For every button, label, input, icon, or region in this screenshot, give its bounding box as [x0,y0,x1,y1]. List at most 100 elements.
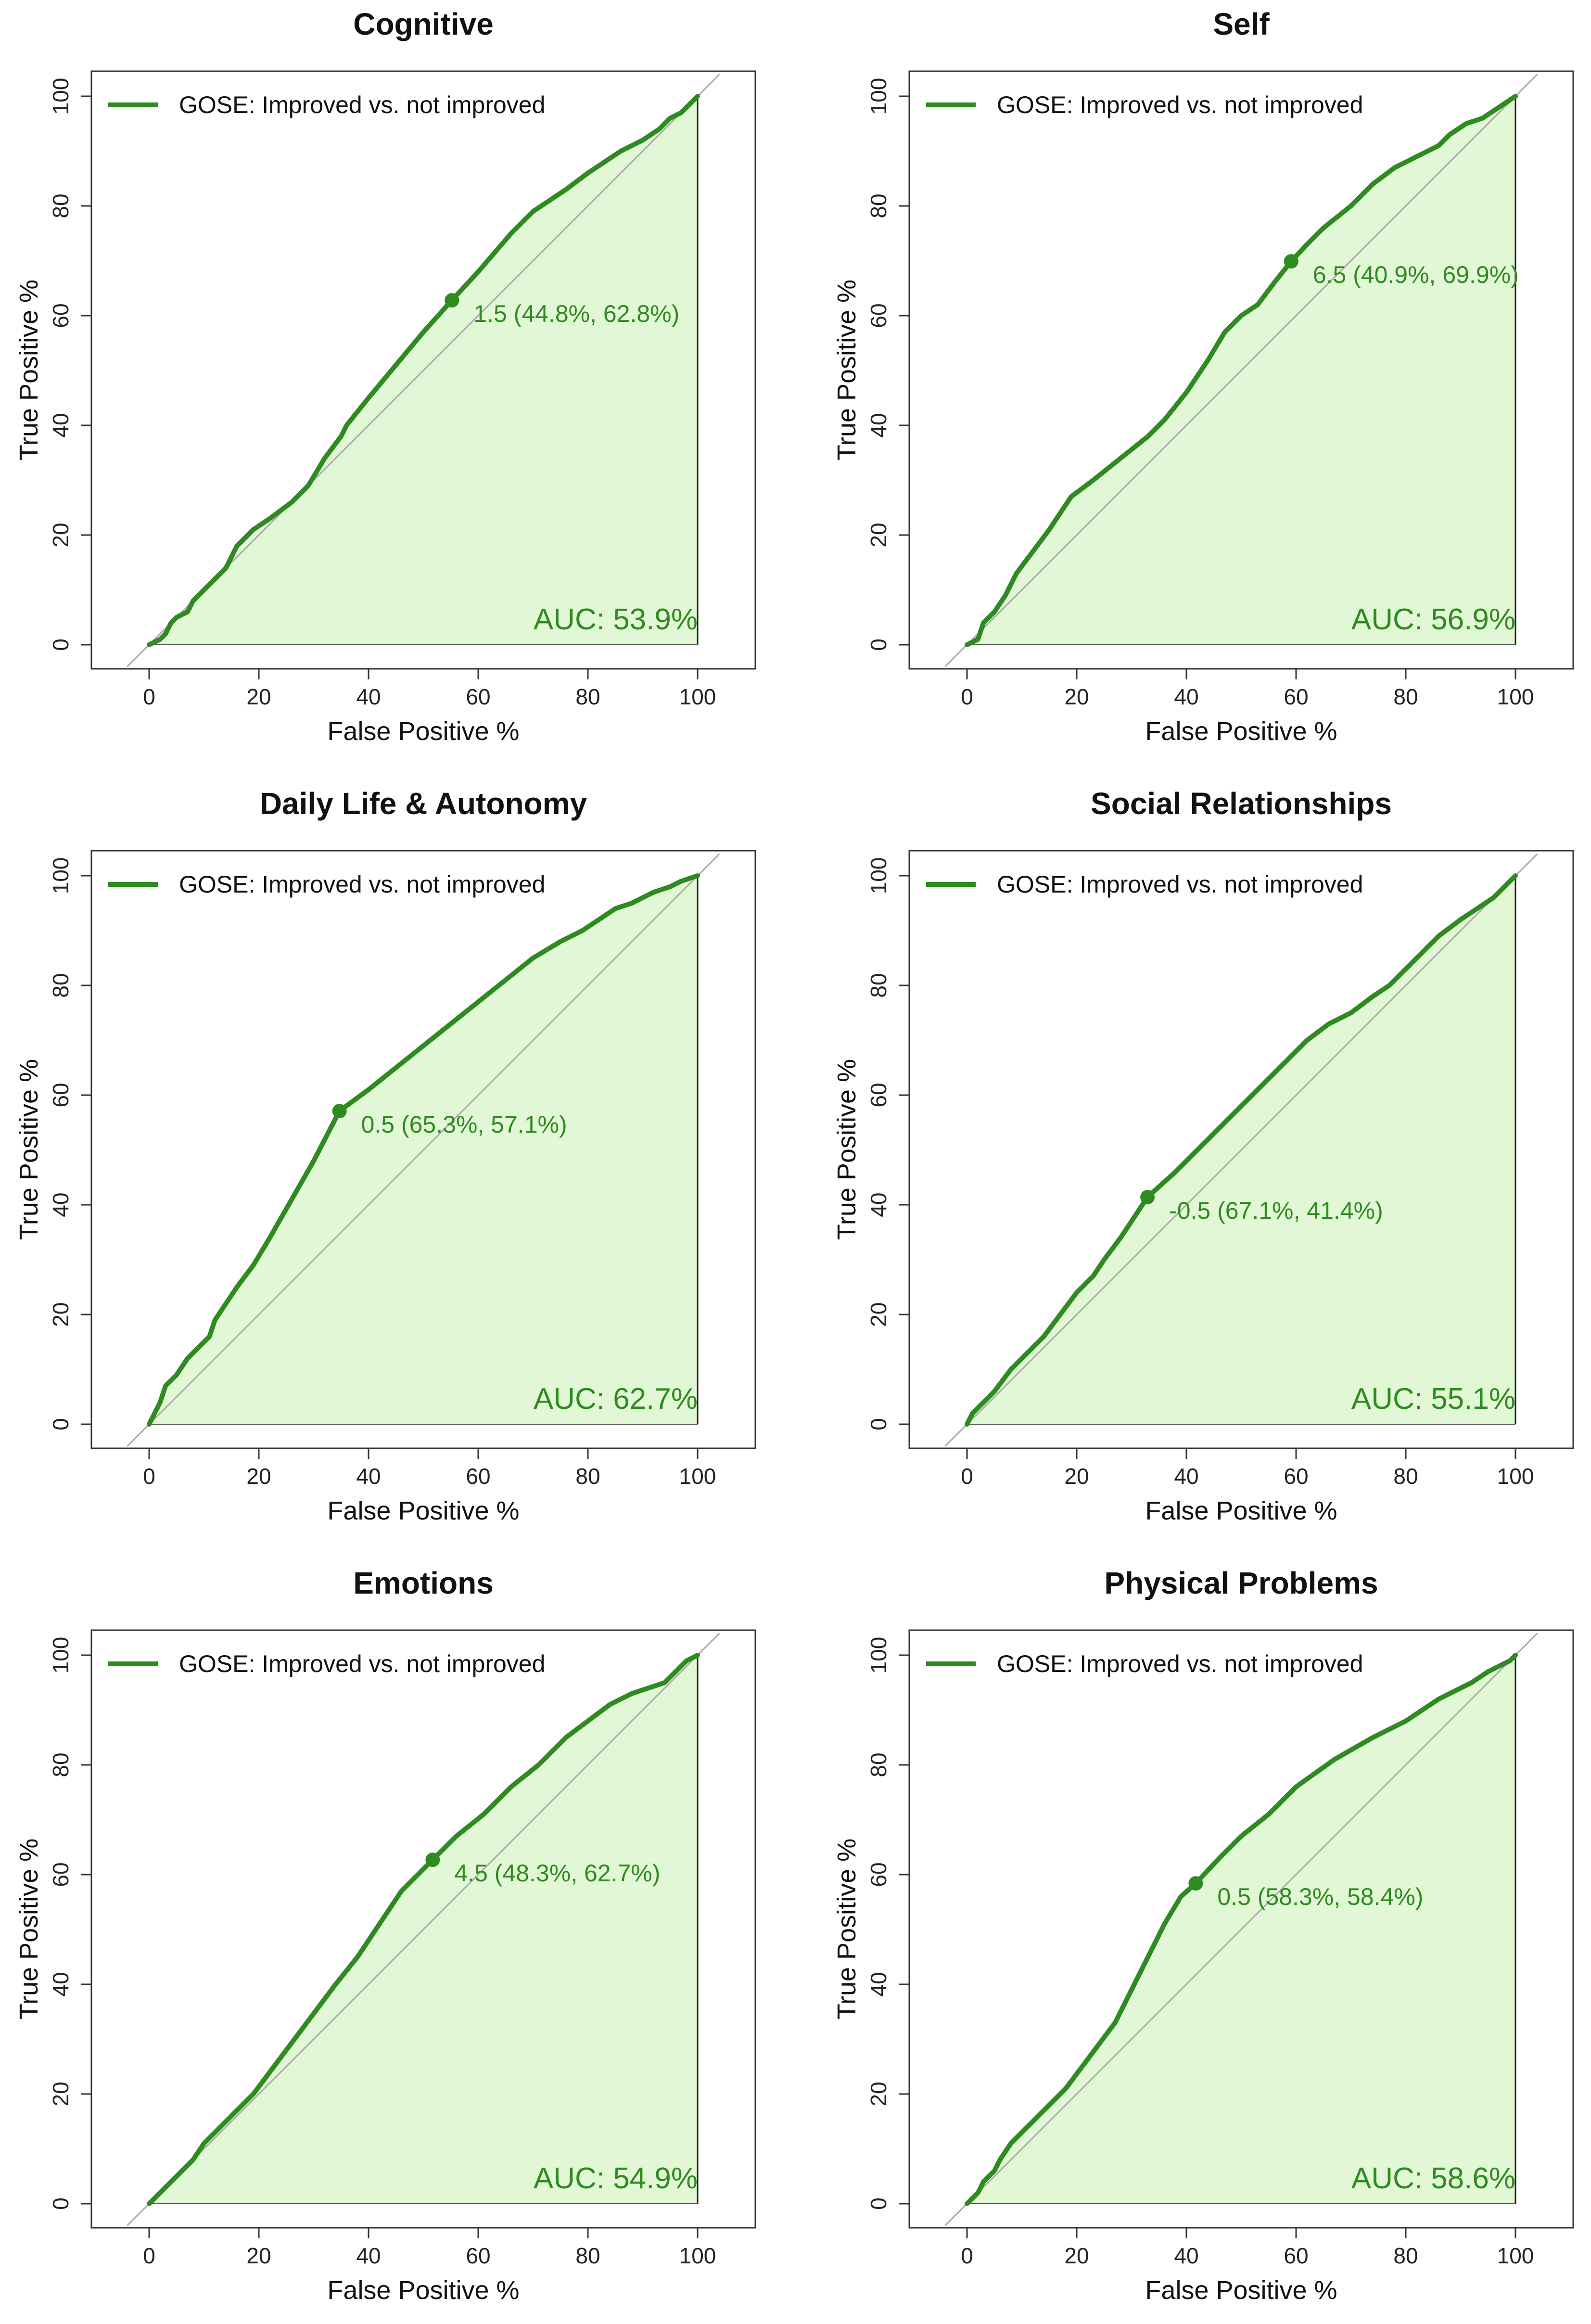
y-axis-label: True Positive % [14,1839,43,2019]
plot-frame [908,1629,1574,2229]
x-tick-label: 60 [466,1464,490,1489]
auc-label: AUC: 56.9% [1351,603,1515,636]
threshold-label: 6.5 (40.9%, 69.9%) [1313,261,1519,288]
x-axis-label: False Positive % [1145,1496,1337,1525]
y-tick-label: 20 [48,523,73,547]
x-tick-label: 40 [356,684,381,709]
roc-curve [147,1653,700,2206]
x-tick-label: 80 [575,684,600,709]
plot-frame [90,70,756,670]
x-tick-label: 0 [143,1464,155,1489]
threshold-point [1284,254,1298,269]
y-tick-label: 40 [48,1192,73,1217]
auc-label: AUC: 58.6% [1351,2162,1515,2195]
roc-panel: 1.5 (44.8%, 62.8%) 0 20 40 60 80 100 0 20 40 60 80 1… [0,0,794,765]
auc-label: AUC: 55.1% [1351,1382,1515,1416]
x-tick-label: 20 [246,684,271,709]
y-tick-label: 20 [866,1302,891,1327]
auc-label: AUC: 53.9% [534,603,698,636]
chance-diagonal [944,74,1538,667]
roc-chart: -0.5 (67.1%, 41.4%) 0 20 40 60 80 100 0 20 40 60 80… [832,786,1574,1525]
y-tick-label: 100 [48,857,73,894]
y-tick-label: 20 [48,2081,73,2106]
x-tick-label: 100 [1497,2243,1534,2268]
chance-diagonal [127,853,720,1447]
y-tick-label: 80 [866,1752,891,1777]
threshold-label: 0.5 (58.3%, 58.4%) [1217,1883,1423,1910]
chart-title: Social Relationships [1091,786,1392,821]
roc-chart: 0.5 (65.3%, 57.1%) 0 20 40 60 80 100 0 20 40 60 80 1… [14,786,756,1525]
roc-curve [147,94,700,647]
roc-chart: 1.5 (44.8%, 62.8%) 0 20 40 60 80 100 0 20 40 60 80 1… [14,7,756,746]
y-tick-label: 60 [48,1083,73,1107]
y-tick-label: 100 [48,1637,73,1674]
y-tick-label: 20 [866,2081,891,2106]
y-axis-label: True Positive % [832,1059,861,1240]
threshold-point [1188,1876,1203,1891]
auc-label: AUC: 62.7% [534,1382,698,1416]
roc-panel: 4.5 (48.3%, 62.7%) 0 20 40 60 80 100 0 20 40 60 80 1… [0,1559,794,2324]
x-tick-label: 60 [1284,2243,1308,2268]
legend-label: GOSE: Improved vs. not improved [997,91,1363,118]
y-tick-label: 0 [866,2197,891,2210]
y-tick-label: 20 [48,1302,73,1327]
chart-title: Daily Life & Autonomy [260,786,587,821]
x-tick-label: 20 [246,1464,271,1489]
x-tick-label: 40 [1174,684,1198,709]
y-tick-label: 80 [48,973,73,997]
y-axis-label: True Positive % [832,280,861,460]
y-tick-label: 80 [48,1752,73,1777]
plot-frame [90,850,756,1449]
x-tick-label: 100 [1497,1464,1534,1489]
roc-curve [965,1653,1518,2206]
y-tick-label: 40 [866,1972,891,1996]
x-tick-label: 20 [1064,2243,1089,2268]
legend-label: GOSE: Improved vs. not improved [179,91,545,118]
threshold-label: 1.5 (44.8%, 62.8%) [473,300,679,327]
chart-title: Self [1213,7,1270,41]
chance-diagonal [127,1633,720,2226]
chart-title: Emotions [353,1566,494,1600]
x-tick-label: 0 [143,684,155,709]
y-tick-label: 0 [866,638,891,651]
y-axis-label: True Positive % [832,1839,861,2019]
legend-label: GOSE: Improved vs. not improved [997,1650,1363,1677]
chance-diagonal [944,1633,1538,2226]
x-tick-label: 60 [1284,684,1308,709]
y-tick-label: 0 [48,638,73,651]
y-tick-label: 100 [866,78,891,115]
y-tick-label: 60 [48,1862,73,1887]
x-tick-label: 40 [356,1464,381,1489]
legend-label: GOSE: Improved vs. not improved [179,1650,545,1677]
x-tick-label: 80 [1393,2243,1418,2268]
roc-curve [965,873,1518,1427]
x-axis-label: False Positive % [327,2276,519,2305]
auc-label: AUC: 54.9% [534,2162,698,2195]
x-tick-label: 60 [466,684,490,709]
roc-curve [965,94,1518,647]
y-tick-label: 100 [866,857,891,894]
x-tick-label: 80 [575,1464,600,1489]
x-tick-label: 40 [1174,1464,1198,1489]
threshold-point [445,293,459,308]
y-tick-label: 0 [866,1418,891,1430]
y-tick-label: 80 [866,193,891,218]
x-tick-label: 20 [246,2243,271,2268]
y-tick-label: 100 [48,78,73,115]
roc-panel: 0.5 (65.3%, 57.1%) 0 20 40 60 80 100 0 20 40 60 80 1… [0,779,794,1545]
x-tick-label: 100 [1497,684,1534,709]
x-tick-label: 100 [679,2243,716,2268]
y-tick-label: 40 [48,1972,73,1996]
x-tick-label: 80 [1393,1464,1418,1489]
x-tick-label: 0 [961,1464,973,1489]
x-tick-label: 20 [1064,684,1089,709]
x-tick-label: 0 [961,2243,973,2268]
y-tick-label: 60 [48,303,73,328]
roc-panel: -0.5 (67.1%, 41.4%) 0 20 40 60 80 100 0 20 40 60 80… [818,779,1591,1545]
y-axis-label: True Positive % [14,280,43,460]
y-tick-label: 40 [866,1192,891,1217]
y-tick-label: 20 [866,523,891,547]
x-tick-label: 20 [1064,1464,1089,1489]
x-axis-label: False Positive % [327,1496,519,1525]
x-axis-label: False Positive % [1145,717,1337,746]
